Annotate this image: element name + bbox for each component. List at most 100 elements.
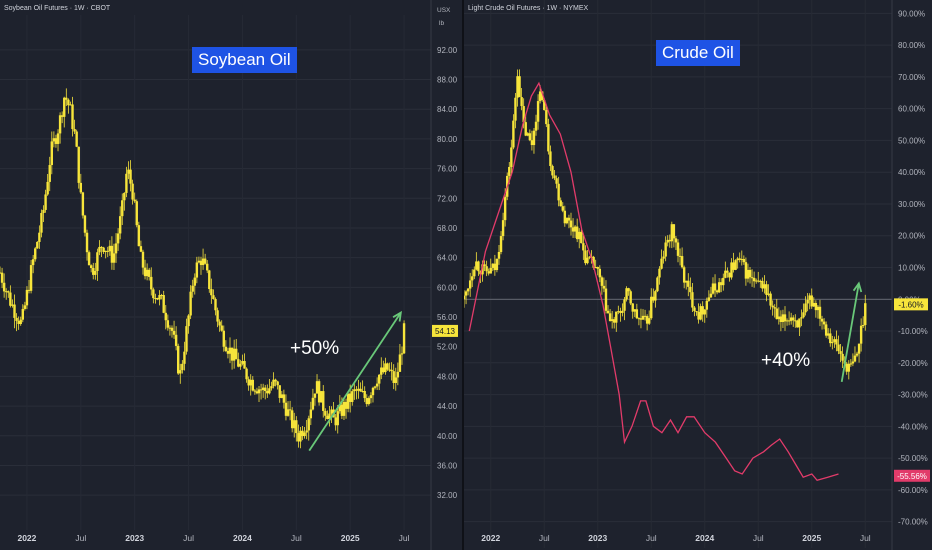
candle-body (232, 348, 236, 361)
candle-body (114, 243, 118, 254)
y-tick-label: 52.00 (437, 343, 458, 352)
candle-body (162, 295, 165, 313)
candle-body (746, 269, 750, 279)
candle-body (691, 292, 694, 308)
candle-body (328, 413, 331, 420)
candle-body (9, 292, 12, 306)
y-tick-label: -30.00% (898, 391, 928, 400)
candle-body (849, 363, 853, 365)
candle-body (203, 258, 207, 264)
candle-body (763, 284, 766, 289)
candle-body (116, 233, 120, 244)
candle-body (845, 363, 848, 372)
candle-body (794, 320, 797, 322)
candle-body (847, 363, 850, 372)
candle-body (777, 316, 781, 320)
candle-body (179, 370, 182, 374)
candle-body (264, 387, 267, 392)
candle-body (697, 311, 700, 320)
candle-body (627, 288, 630, 292)
x-tick-label: Jul (860, 533, 871, 543)
candle-body (785, 320, 789, 322)
crude-oil-badge: Crude Oil (656, 40, 740, 66)
crude-oil-chart: +40% 90.00% 80.00% 70.00% 60.00% 50.00% 40.00… (464, 0, 930, 550)
candle-body (272, 379, 275, 387)
candle-body (348, 393, 352, 402)
candle-body (357, 388, 360, 391)
candle-body (477, 261, 480, 272)
candle-body (307, 418, 310, 431)
candle-body (305, 430, 308, 433)
x-tick-label: 2024 (233, 533, 252, 543)
percent-gain-annotation: +50% (290, 338, 339, 359)
candle-body (201, 258, 205, 266)
candle-body (584, 250, 587, 264)
candle-body (174, 334, 178, 346)
candle-body (656, 277, 659, 292)
candle-body (15, 317, 18, 321)
candle-body (73, 129, 76, 132)
candle-body (276, 381, 279, 386)
candle-body (693, 307, 696, 312)
current-change-label: -1.60% (898, 300, 923, 309)
candle-body (709, 293, 713, 298)
candle-body (38, 232, 41, 242)
candle-body (687, 280, 690, 287)
candle-body (181, 363, 184, 371)
candle-body (392, 371, 395, 383)
candle-body (48, 165, 51, 182)
candle-body (255, 391, 259, 394)
y-tick-label: 60.00 (437, 283, 458, 292)
candle-body (154, 298, 157, 300)
candle-body (851, 361, 855, 364)
y-tick-label: 20.00% (898, 232, 925, 241)
candle-body (804, 303, 807, 313)
candle-body (106, 250, 109, 252)
y-tick-label: 36.00 (437, 461, 458, 470)
candle-body (481, 264, 484, 275)
candle-body (11, 304, 14, 306)
candle-body (237, 359, 240, 367)
candle-body (384, 363, 387, 373)
candle-body (241, 360, 244, 364)
x-tick-label: 2024 (695, 533, 714, 543)
candle-body (185, 326, 188, 352)
panel-divider[interactable] (462, 0, 464, 550)
x-tick-label: Jul (183, 533, 194, 543)
candle-body (342, 401, 346, 416)
candle-body (69, 104, 72, 106)
candle-body (765, 284, 768, 295)
current-price-tag (432, 324, 458, 337)
candle-body (79, 182, 83, 193)
x-tick-label: Jul (75, 533, 86, 543)
candle-body (563, 210, 567, 224)
candle-body (112, 253, 116, 263)
trend-arrow-head (852, 281, 863, 293)
candle-body (89, 265, 93, 269)
candle-body (471, 276, 474, 281)
candle-body (571, 227, 575, 232)
trend-arrow (840, 283, 860, 383)
candle-body (100, 246, 103, 248)
candle-body (301, 430, 304, 437)
candle-body (783, 314, 787, 322)
candle-body (796, 320, 799, 328)
candle-body (315, 381, 319, 394)
y-tick-label: -70.00% (898, 518, 928, 527)
candle-body (806, 299, 809, 304)
candle-body (711, 283, 715, 294)
candle-body (637, 318, 641, 320)
candle-body (518, 76, 521, 98)
candle-body (228, 347, 232, 354)
candle-body (102, 247, 105, 252)
candle-body (390, 369, 393, 372)
candle-body (538, 91, 542, 102)
candle-body (485, 266, 488, 272)
candle-body (816, 306, 820, 311)
candle-body (573, 226, 577, 232)
candle-body (549, 151, 552, 167)
candle-body (680, 256, 684, 268)
candle-body (71, 104, 74, 130)
candle-body (808, 295, 811, 300)
candle-body (713, 283, 717, 291)
